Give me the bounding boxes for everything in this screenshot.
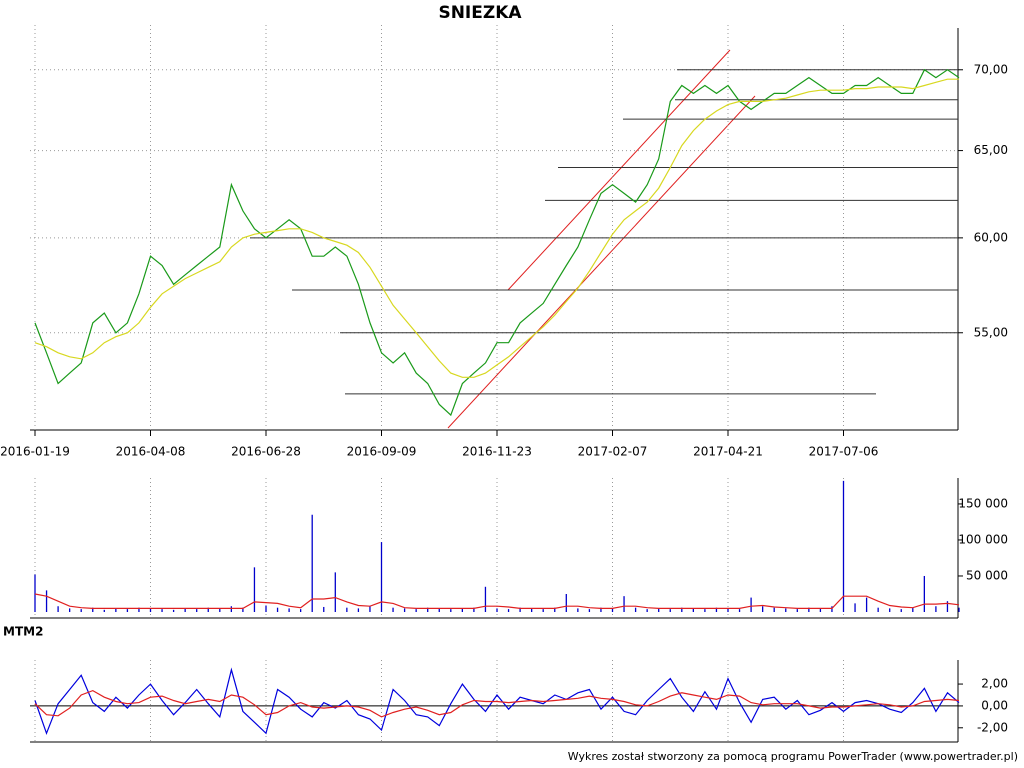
x-tick-label: 2016-11-23 bbox=[462, 445, 532, 459]
y-tick-label: 2,00 bbox=[981, 677, 1008, 691]
x-tick-label: 2017-04-21 bbox=[693, 445, 763, 459]
y-tick-label: 55,00 bbox=[974, 325, 1008, 339]
series-line bbox=[34, 667, 960, 736]
footer: Wykres został stworzony za pomocą progra… bbox=[568, 750, 1018, 763]
y-tick-label: 65,00 bbox=[974, 143, 1008, 157]
y-tick-label: 150 000 bbox=[958, 496, 1008, 510]
y-tick-label: 100 000 bbox=[958, 532, 1008, 546]
chart-title: SNIEZKA bbox=[438, 3, 522, 23]
x-tick-label: 2016-09-09 bbox=[347, 445, 417, 459]
y-tick-label: 0,00 bbox=[981, 698, 1008, 712]
y-tick-label: -2,00 bbox=[977, 720, 1008, 734]
trend-line bbox=[507, 49, 731, 291]
trend-line bbox=[447, 95, 756, 429]
series-line bbox=[34, 689, 960, 718]
y-tick-label: 60,00 bbox=[974, 230, 1008, 244]
series-line bbox=[34, 78, 959, 378]
x-tick-label: 2016-06-28 bbox=[231, 445, 301, 459]
x-tick-label: 2017-07-06 bbox=[809, 445, 879, 459]
panel-title: MTM2 bbox=[3, 625, 43, 639]
x-tick-label: 2017-02-07 bbox=[578, 445, 648, 459]
series-line bbox=[34, 68, 960, 417]
x-tick-label: 2016-01-19 bbox=[0, 445, 70, 459]
y-tick-label: 70,00 bbox=[974, 62, 1008, 76]
x-tick-label: 2016-04-08 bbox=[116, 445, 186, 459]
series-line bbox=[34, 593, 960, 609]
y-tick-label: 50 000 bbox=[966, 568, 1008, 582]
